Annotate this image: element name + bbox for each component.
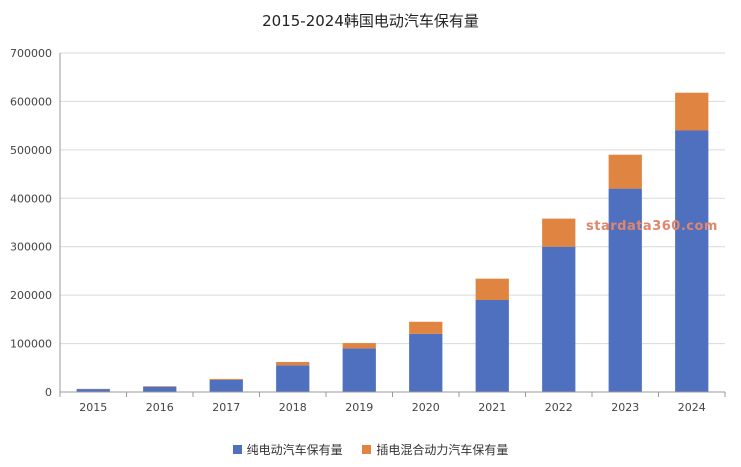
bar-bev-2018 [276,365,310,392]
bar-bev-2019 [342,348,376,392]
bar-bev-2024 [675,130,709,392]
x-tick-label: 2017 [212,401,240,414]
legend-item-phev[interactable]: 插电混合动力汽车保有量 [362,441,508,458]
bar-bev-2020 [409,333,443,392]
legend-item-bev[interactable]: 纯电动汽车保有量 [232,441,343,458]
bar-bev-2017 [209,379,243,392]
bar-phev-2019 [342,343,376,349]
y-tick-label: 100000 [10,338,52,351]
x-tick-label: 2024 [678,401,706,414]
y-tick-label: 400000 [10,192,52,205]
x-tick-label: 2015 [79,401,107,414]
bar-bev-2015 [76,389,110,392]
legend-label-bev: 纯电动汽车保有量 [246,443,343,457]
legend-swatch-bev [232,445,242,454]
bars [76,92,709,392]
bar-phev-2021 [475,278,509,300]
x-tick-label: 2021 [478,401,506,414]
bar-phev-2024 [675,92,709,131]
x-tick-label: 2022 [545,401,573,414]
bar-bev-2023 [608,188,642,392]
bar-bev-2021 [475,299,509,392]
x-tick-label: 2019 [345,401,373,414]
bar-phev-2018 [276,361,310,366]
bar-phev-2023 [608,154,642,189]
legend-label-phev: 插电混合动力汽车保有量 [376,443,509,457]
bar-bev-2016 [143,386,177,392]
y-tick-label: 300000 [10,241,52,254]
y-tick-label: 600000 [10,95,52,108]
x-tick-label: 2018 [279,401,307,414]
bar-phev-2020 [409,321,443,334]
axes: 0 100000 200000 300000 400000 500000 600000 700… [10,47,726,414]
y-tick-label: 0 [45,386,52,399]
x-tick-label: 2016 [146,401,174,414]
y-tick-label: 700000 [10,47,52,60]
chart-title: 2015-2024韩国电动汽车保有量 [262,12,479,30]
y-tick-label: 200000 [10,289,52,302]
bar-bev-2022 [542,246,576,392]
legend: 纯电动汽车保有量 插电混合动力汽车保有量 [0,441,741,458]
y-tick-label: 500000 [10,144,52,157]
bar-phev-2022 [542,218,576,247]
x-tick-label: 2023 [611,401,639,414]
x-tick-label: 2020 [412,401,440,414]
legend-swatch-phev [362,445,372,454]
watermark-text: stardata360.com [586,219,718,234]
bar-phev-2017 [209,378,243,380]
